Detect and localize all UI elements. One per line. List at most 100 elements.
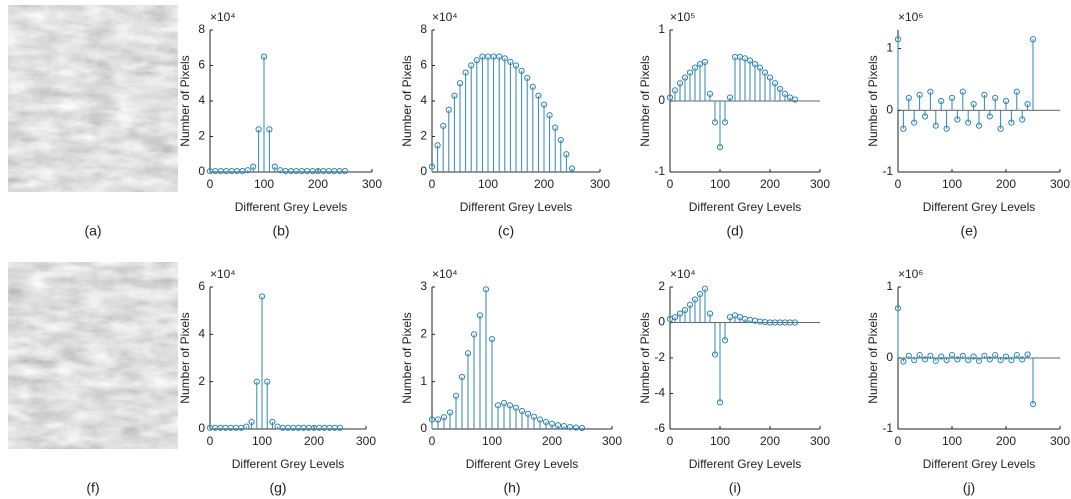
stem-marker [264, 378, 271, 385]
y-tick-label: 0 [198, 421, 205, 435]
y-tick-label: -1 [882, 164, 893, 178]
y-tick-label: -4 [654, 386, 665, 400]
stem-marker [496, 53, 503, 60]
stem-marker [981, 91, 988, 98]
x-tick-label: 0 [429, 434, 436, 448]
y-tick-label: 8 [420, 22, 427, 36]
stem-marker [331, 168, 338, 175]
stem-marker [954, 116, 961, 123]
y-tick-label: 2 [198, 129, 205, 143]
stem-marker [900, 125, 907, 132]
y-tick-label: 1 [886, 41, 893, 55]
stem-marker [578, 424, 586, 432]
scale-label: ×10⁶ [898, 10, 923, 24]
y-tick-label: 1 [886, 279, 893, 293]
y-tick-label: 6 [198, 279, 205, 293]
y-tick-label: 2 [420, 129, 427, 143]
stem-marker [271, 163, 278, 170]
stem-marker [706, 90, 714, 98]
stem-marker [506, 402, 514, 409]
scale-label: ×10⁴ [210, 267, 236, 281]
stem-marker [434, 142, 441, 149]
stem-marker [943, 357, 950, 364]
x-tick-label: 100 [710, 177, 730, 191]
stem-marker [482, 286, 490, 293]
stem-marker [524, 410, 532, 417]
stem-marker [282, 168, 289, 175]
y-tick-label: 3 [420, 279, 427, 293]
stem-marker [250, 163, 257, 170]
x-tick-label: 300 [1050, 434, 1070, 448]
stem-marker [776, 85, 784, 93]
stem-marker [1013, 88, 1020, 95]
stem-marker [1024, 351, 1031, 358]
stem-marker [287, 168, 295, 175]
caption: (i) [729, 480, 741, 496]
scale-label: ×10⁴ [210, 10, 236, 24]
stem-marker [921, 356, 929, 363]
stem-marker [948, 352, 956, 359]
stem-marker [932, 122, 939, 129]
stem-marker [560, 423, 568, 430]
stem-marker [975, 122, 983, 129]
stem-marker [986, 113, 993, 120]
stem-marker [233, 168, 241, 175]
stem-marker [921, 113, 929, 120]
x-tick-label: 300 [362, 177, 382, 191]
stem-marker [518, 67, 525, 74]
stem-marker [905, 94, 912, 102]
x-tick-label: 300 [602, 434, 622, 448]
x-tick-label: 100 [482, 434, 502, 448]
y-tick-label: 2 [420, 327, 427, 341]
stem-marker [536, 416, 544, 423]
stem-marker [666, 94, 674, 101]
x-tick-label: 200 [760, 434, 780, 448]
stem-marker [681, 74, 689, 81]
terrain-image [8, 5, 178, 192]
stem-marker [671, 314, 679, 321]
stem-marker [304, 168, 311, 175]
stem-marker [554, 422, 562, 429]
stem-marker [938, 353, 945, 360]
stem-marker [542, 418, 550, 425]
y-tick-label: -2 [654, 350, 665, 364]
stem-marker [711, 351, 719, 358]
stem-marker [997, 357, 1004, 364]
stem-marker [970, 100, 977, 108]
stem-marker [681, 306, 689, 314]
y-tick-label: 4 [420, 93, 427, 107]
stem-marker [293, 168, 300, 175]
stem-marker [476, 312, 484, 319]
x-axis-label: Different Grey Levels [689, 200, 802, 214]
stem-marker [253, 378, 260, 385]
stem-marker [721, 337, 729, 344]
stem-marker [1002, 97, 1010, 105]
stem-marker [518, 407, 526, 415]
stem-marker [1029, 36, 1037, 43]
stem-marker [1029, 401, 1037, 408]
stem-marker [468, 62, 475, 69]
stem-marker [992, 352, 999, 359]
y-axis-label: Number of Pixels [638, 312, 652, 403]
stem-marker [786, 94, 794, 101]
stem-marker [217, 168, 224, 175]
x-tick-label: 200 [308, 177, 328, 191]
stem-marker [507, 58, 514, 66]
stem-marker [1019, 356, 1026, 363]
stem-marker [701, 285, 709, 292]
stem-marker [228, 168, 235, 175]
stem-marker [535, 92, 542, 99]
stem-marker [1008, 119, 1015, 126]
stem-marker [325, 168, 332, 175]
x-tick-label: 300 [810, 434, 830, 448]
x-tick-label: 200 [304, 434, 324, 448]
caption: (b) [272, 223, 289, 239]
stem-marker [746, 57, 754, 64]
y-axis-label: Number of Pixels [178, 55, 192, 146]
y-tick-label: 2 [198, 374, 205, 388]
y-tick-label: -1 [882, 421, 893, 435]
stem-marker [212, 168, 219, 175]
stem-marker [1002, 353, 1010, 360]
scale-label: ×10⁴ [432, 267, 458, 281]
x-tick-label: 0 [667, 177, 674, 191]
